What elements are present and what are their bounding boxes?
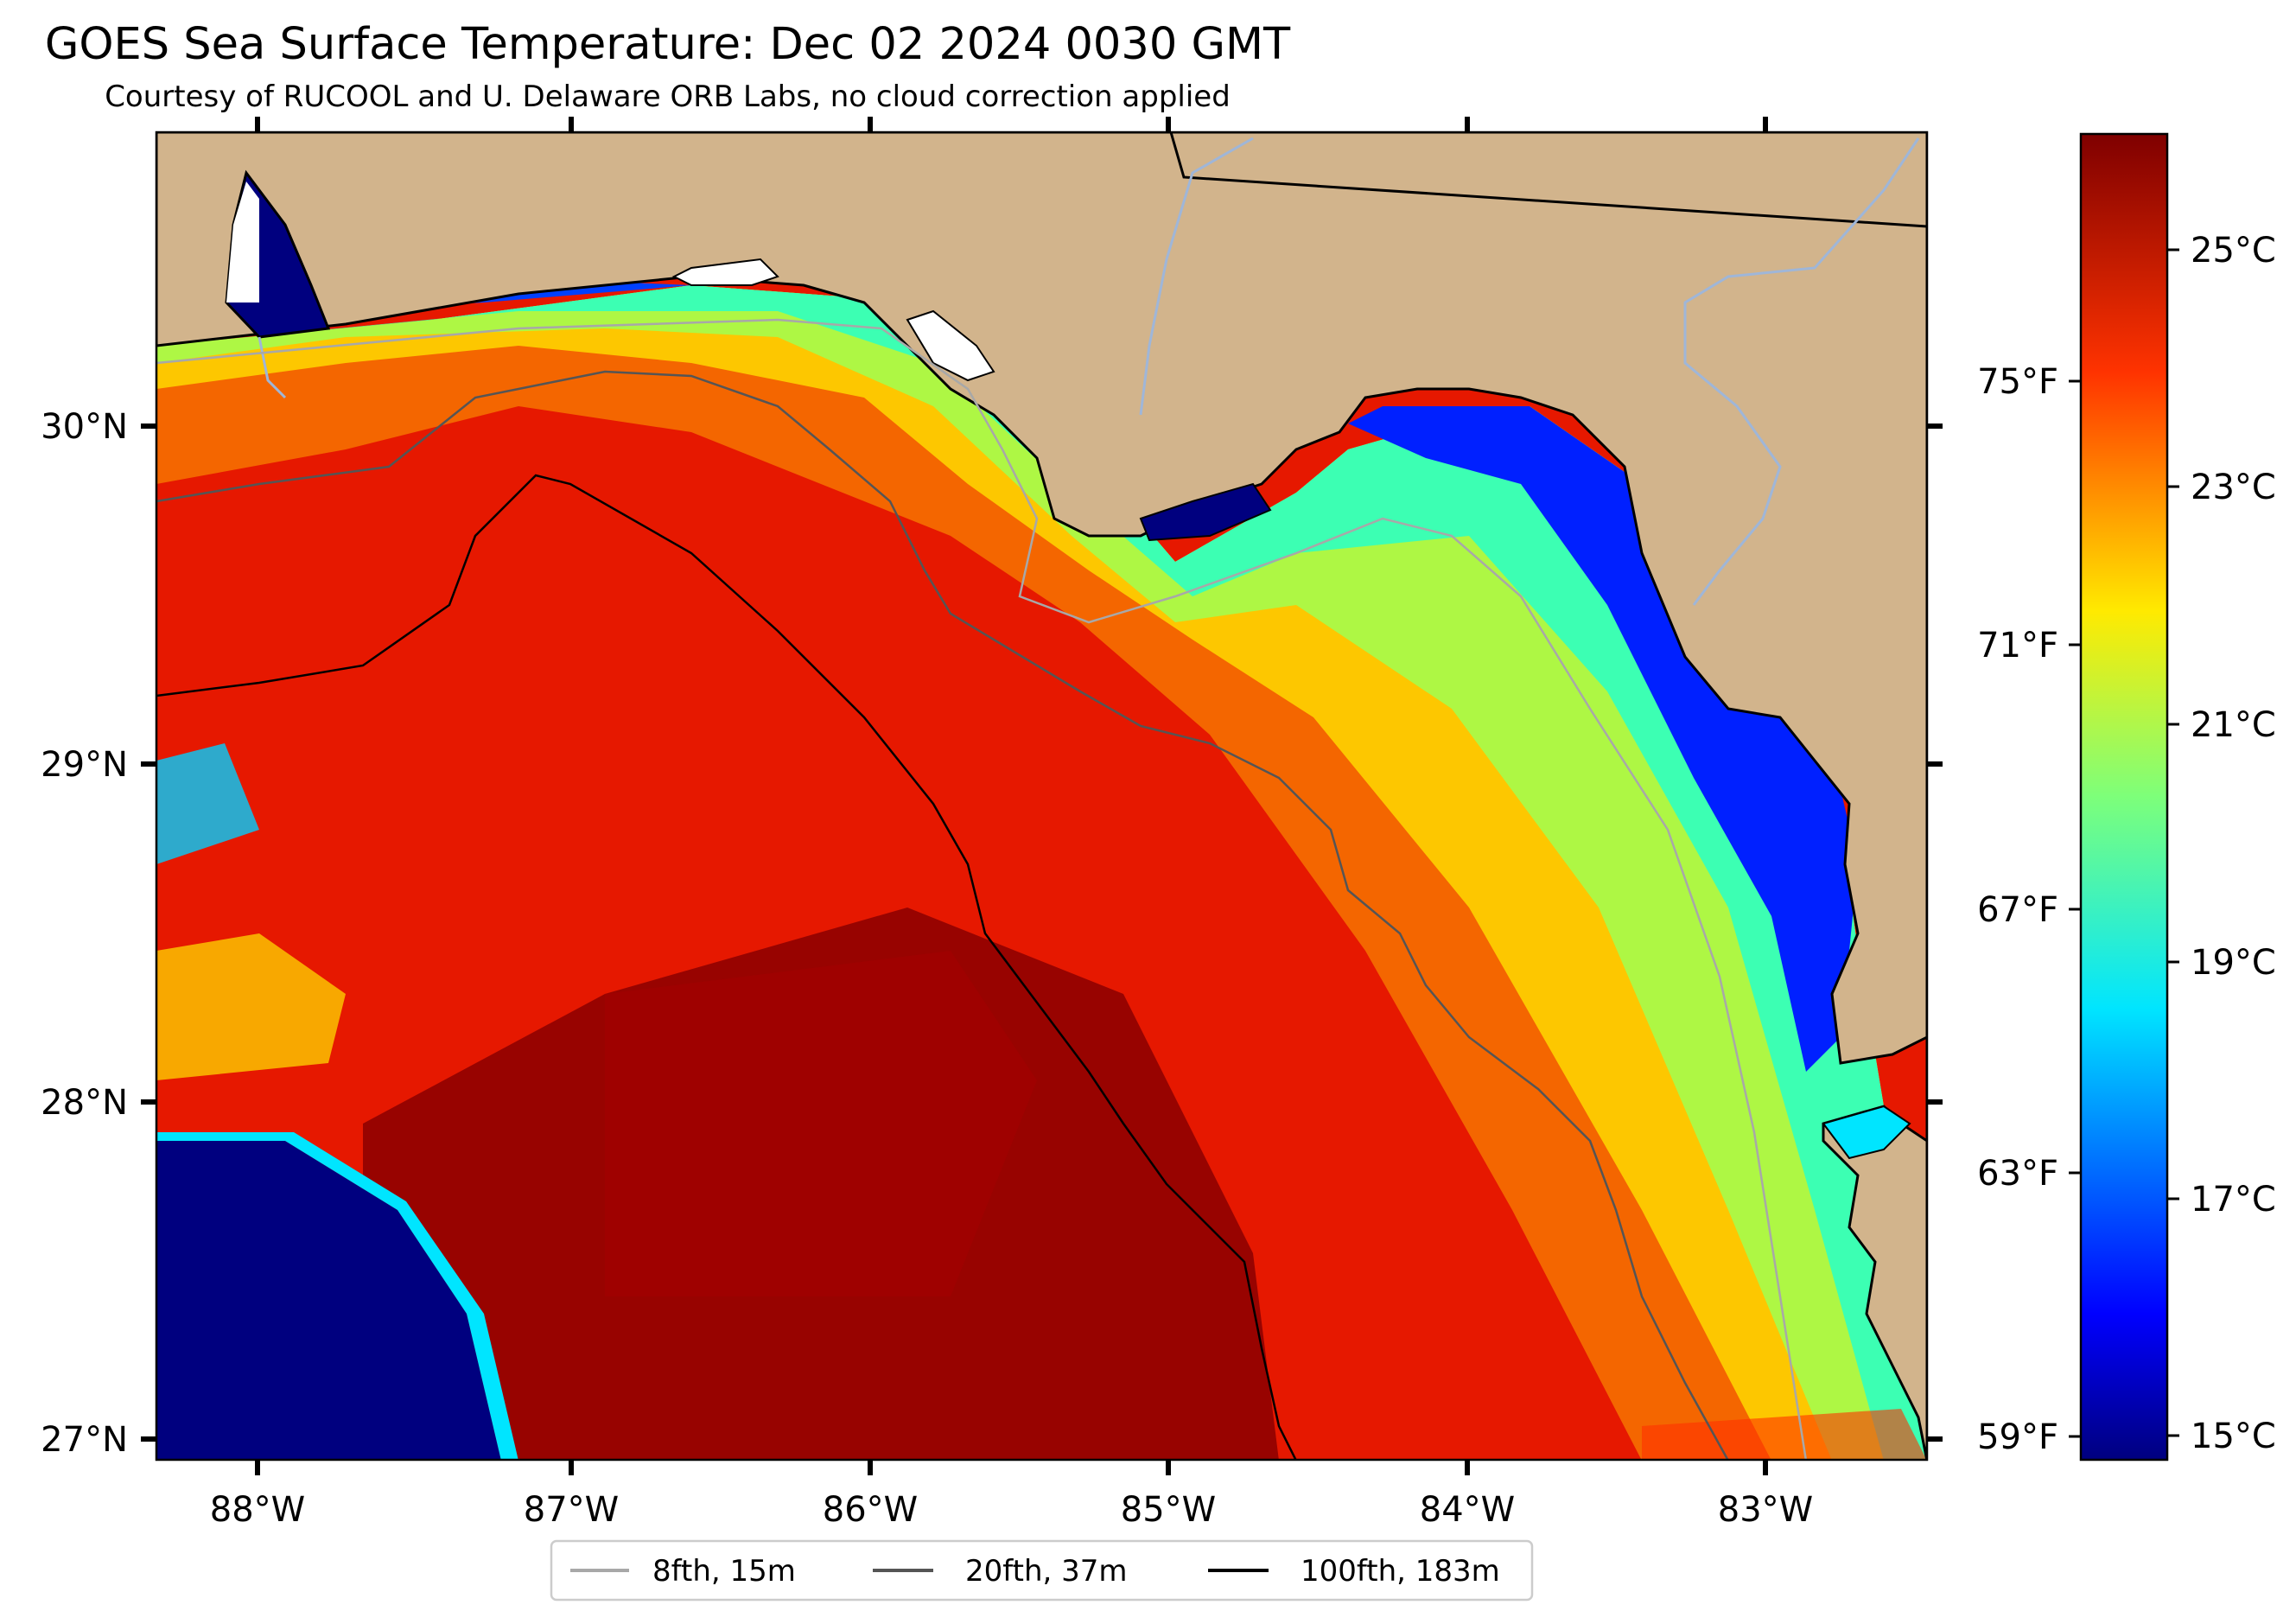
colorbar-c-label: 21°C (2191, 705, 2276, 745)
lat-tick-label: 29°N (41, 745, 128, 785)
lat-major-ticks (141, 424, 1943, 1442)
lat-tick-label: 28°N (41, 1083, 128, 1123)
land-mass (156, 132, 1927, 1460)
colorbar-f-label: 59°F (1977, 1417, 2058, 1457)
colorbar-c-label: 17°C (2191, 1180, 2276, 1220)
lat-tick-label: 27°N (41, 1420, 128, 1460)
lon-tick-label: 83°W (1718, 1490, 1813, 1530)
river (1139, 137, 1254, 416)
state-border (1169, 132, 1927, 228)
cold-pool (156, 1141, 501, 1460)
legend-box (550, 1539, 1534, 1602)
colorbar-c-label: 23°C (2191, 468, 2276, 507)
legend-label: 100fth, 183m (1301, 1554, 1500, 1589)
lon-tick-label: 86°W (823, 1490, 918, 1530)
colorbar-f-label: 67°F (1977, 890, 2058, 930)
colorbar (2079, 132, 2169, 1462)
lon-tick-label: 84°W (1420, 1490, 1515, 1530)
colorbar-c-label: 19°C (2191, 943, 2276, 983)
colorbar-f-label: 71°F (1977, 626, 2058, 666)
isobath-100fth (156, 474, 1297, 1460)
map-area (156, 132, 1927, 1460)
lon-tick-label: 85°W (1121, 1490, 1216, 1530)
isobath-legend: 8fth, 15m 20fth, 37m 100fth, 183m (550, 1539, 1534, 1602)
river (1683, 137, 1920, 606)
lon-tick-label: 87°W (524, 1490, 619, 1530)
legend-label: 20fth, 37m (965, 1554, 1128, 1589)
colorbar-c-ticks (2167, 248, 2179, 1437)
chart-title: GOES Sea Surface Temperature: Dec 02 202… (44, 19, 1291, 70)
colorbar-c-label: 25°C (2191, 231, 2276, 271)
colorbar-f-ticks (2069, 379, 2081, 1438)
cold-coastal-strip (1348, 406, 1858, 1072)
isobath-8fth (156, 318, 1808, 1460)
chart-subtitle: Courtesy of RUCOOL and U. Delaware ORB L… (105, 80, 1231, 114)
colorbar-f-label: 75°F (1977, 362, 2058, 402)
lat-tick-label: 30°N (41, 407, 128, 447)
legend-label: 8fth, 15m (652, 1554, 796, 1589)
isobath-20fth (156, 370, 1729, 1460)
map-frame (155, 131, 1929, 1462)
lon-major-ticks (255, 117, 1768, 1475)
colorbar-f-label: 63°F (1977, 1154, 2058, 1194)
lon-tick-label: 88°W (210, 1490, 305, 1530)
colorbar-c-label: 15°C (2191, 1417, 2276, 1456)
